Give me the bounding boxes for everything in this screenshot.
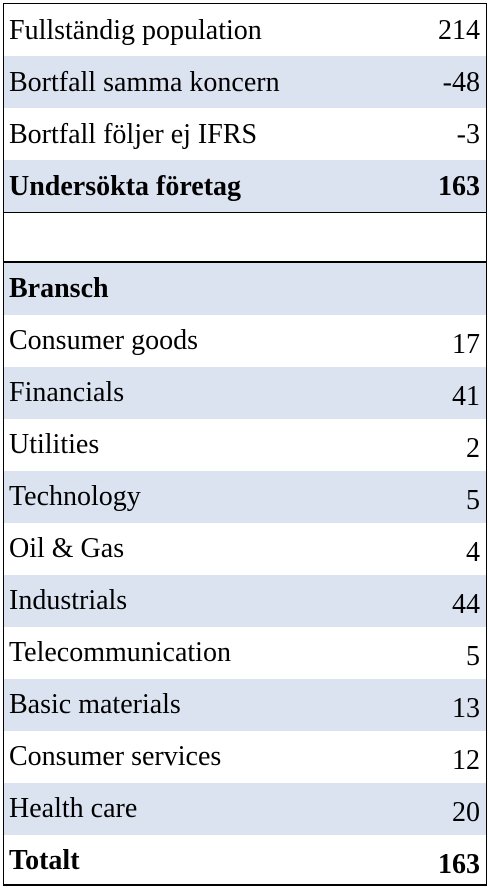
total-value: 163 (438, 849, 480, 880)
row-label: Bortfall samma koncern (9, 67, 280, 98)
row-value: 5 (466, 485, 480, 516)
table-row: Financials 41 (4, 367, 486, 419)
industry-breakdown-table: Bransch Consumer goods 17 Financials 41 … (3, 263, 487, 886)
row-label: Consumer services (9, 741, 222, 772)
table-row-total: Totalt 163 (4, 835, 486, 887)
row-value: 214 (438, 15, 480, 46)
table-row: Bortfall samma koncern -48 (4, 56, 486, 108)
row-value: 5 (466, 641, 480, 672)
row-label: Financials (9, 377, 125, 408)
row-label: Basic materials (9, 689, 181, 720)
table-row: Consumer services 12 (4, 731, 486, 783)
row-value: 4 (466, 537, 480, 568)
population-summary-table: Fullständig population 214 Bortfall samm… (3, 3, 487, 213)
section-heading: Bransch (9, 273, 109, 304)
empty-spacer-row (3, 213, 487, 263)
row-value: 44 (452, 589, 480, 620)
row-label: Consumer goods (9, 325, 198, 356)
table-row: Oil & Gas 4 (4, 523, 486, 575)
table-row: Bortfall följer ej IFRS -3 (4, 108, 486, 160)
table-row: Utilities 2 (4, 419, 486, 471)
row-label: Bortfall följer ej IFRS (9, 119, 258, 150)
table-row: Consumer goods 17 (4, 315, 486, 367)
row-value: 17 (452, 329, 480, 360)
row-value: -48 (442, 67, 480, 98)
total-label: Totalt (9, 845, 80, 876)
table-row: Basic materials 13 (4, 679, 486, 731)
row-value: 2 (466, 433, 480, 464)
row-label: Oil & Gas (9, 533, 125, 564)
row-value: -3 (456, 119, 480, 150)
row-label: Technology (9, 481, 141, 512)
table-row: Fullständig population 214 (4, 4, 486, 56)
row-label: Industrials (9, 585, 128, 616)
row-value: 20 (452, 797, 480, 828)
row-label: Utilities (9, 429, 100, 460)
table-row: Technology 5 (4, 471, 486, 523)
row-label: Fullständig population (9, 15, 262, 46)
row-label: Undersökta företag (9, 171, 242, 202)
table-row: Health care 20 (4, 783, 486, 835)
row-value: 13 (452, 693, 480, 724)
table-header-row: Bransch (4, 263, 486, 315)
row-label: Telecommunication (9, 637, 231, 668)
table-row: Industrials 44 (4, 575, 486, 627)
table-row-total: Undersökta företag 163 (4, 160, 486, 212)
table-row: Telecommunication 5 (4, 627, 486, 679)
row-value: 163 (438, 171, 480, 202)
row-value: 12 (452, 745, 480, 776)
row-value: 41 (452, 381, 480, 412)
row-label: Health care (9, 793, 138, 824)
